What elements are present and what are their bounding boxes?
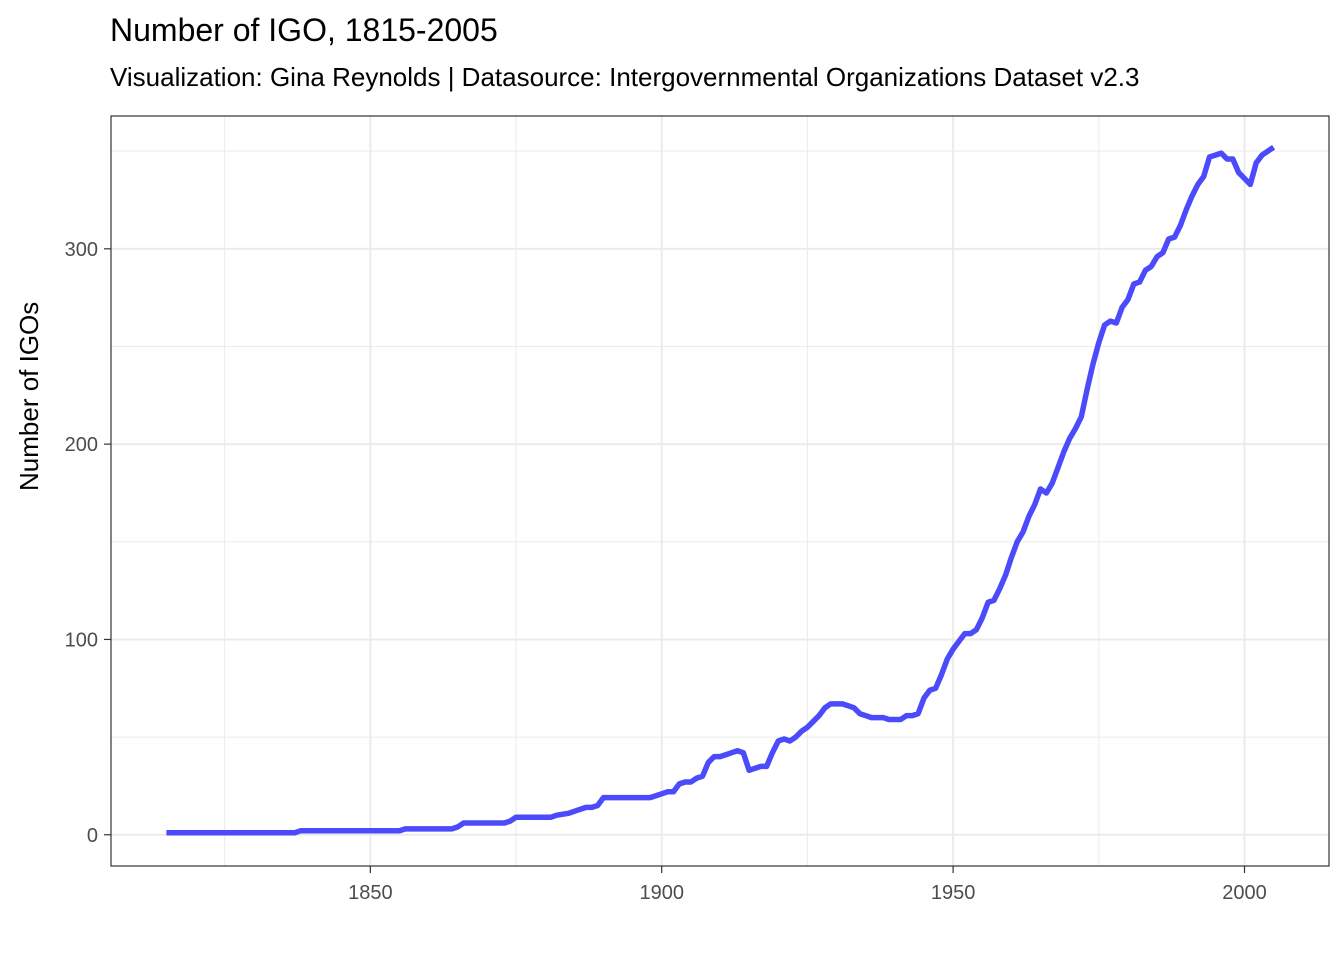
x-tick-label: 2000 (1222, 882, 1267, 904)
series-line (166, 145, 1276, 836)
axes: 1850 1900 1950 2000 0 100 200 300 (65, 239, 1267, 904)
chart-title: Number of IGO, 1815-2005 (110, 12, 498, 48)
y-tick-label: 200 (65, 434, 98, 456)
x-tick-label: 1900 (639, 882, 684, 904)
x-tick-label: 1950 (931, 882, 976, 904)
y-tick-label: 100 (65, 629, 98, 651)
series-layer (166, 145, 1276, 836)
chart-subtitle: Visualization: Gina Reynolds | Datasourc… (110, 62, 1140, 92)
x-tick-label: 1850 (348, 882, 393, 904)
y-tick-label: 0 (87, 825, 98, 847)
panel-border (110, 115, 1330, 867)
y-tick-label: 300 (65, 239, 98, 261)
grid (111, 116, 1329, 866)
